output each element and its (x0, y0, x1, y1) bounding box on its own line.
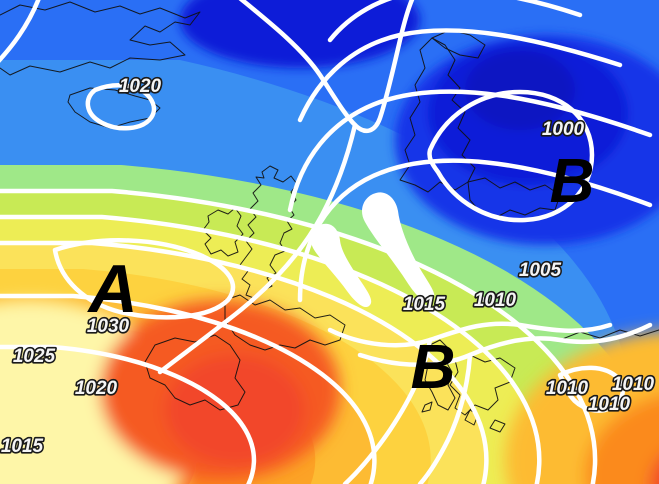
svg-text:1030: 1030 (87, 316, 130, 337)
svg-text:B: B (550, 147, 595, 216)
svg-text:1010: 1010 (474, 290, 517, 311)
svg-text:1010: 1010 (546, 378, 589, 399)
svg-text:1020: 1020 (75, 378, 118, 399)
svg-text:1010: 1010 (588, 394, 631, 415)
svg-text:1000: 1000 (542, 119, 585, 140)
svg-text:1005: 1005 (519, 260, 562, 281)
svg-text:1015: 1015 (403, 294, 446, 315)
svg-text:1025: 1025 (13, 346, 56, 367)
svg-text:1020: 1020 (119, 76, 162, 97)
svg-text:B: B (411, 333, 456, 402)
svg-text:1010: 1010 (612, 374, 655, 395)
svg-text:1015: 1015 (1, 436, 44, 457)
